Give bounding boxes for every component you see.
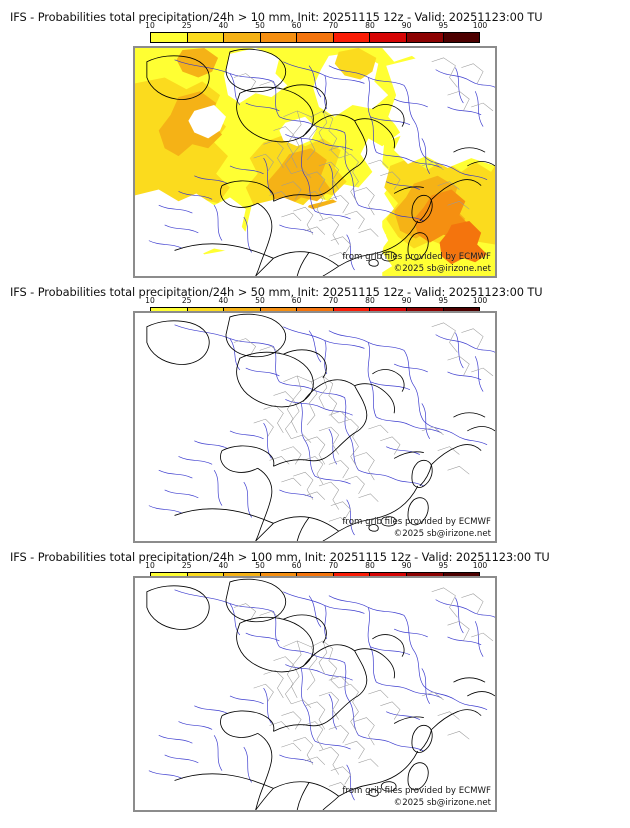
colorbar-tick: 50 [255, 21, 265, 30]
credit-source-100mm: from grib files provided by ECMWF [342, 786, 491, 796]
colorbar-tick: 95 [438, 561, 449, 570]
colorbar-tick: 40 [218, 21, 229, 30]
colorbar-tick: 40 [218, 561, 229, 570]
colorbar-tick: 95 [438, 21, 449, 30]
colorbar-tick: 10 [145, 561, 155, 570]
colorbar-gradient-10mm [150, 32, 480, 43]
colorbar-tick: 80 [365, 296, 375, 305]
map-svg-50mm [135, 313, 495, 541]
colorbar-tick: 10 [145, 21, 155, 30]
panel-title-50mm: IFS - Probabilities total precipitation/… [10, 285, 543, 299]
credit-copyright-100mm: ©2025 sb@irizone.net [393, 798, 491, 808]
coastline-layer [146, 578, 495, 810]
map-canvas-50mm[interactable]: from grib files provided by ECMWF ©2025 … [133, 311, 497, 543]
rivers-layer [148, 589, 495, 801]
colorbar-tick: 40 [218, 296, 229, 305]
colorbar-ticks-10mm: 10 25 40 50 60 70 80 90 95 100 [145, 21, 487, 32]
credit-copyright-50mm: ©2025 sb@irizone.net [393, 529, 491, 539]
colorbar-ticks-50mm: 10 25 40 50 60 70 80 90 95 100 [145, 296, 487, 307]
colorbar-tick: 10 [145, 296, 155, 305]
colorbar-tick: 100 [472, 21, 488, 30]
colorbar-tick: 95 [438, 296, 449, 305]
colorbar-tick: 90 [401, 296, 412, 305]
admin-borders-layer [233, 57, 494, 261]
coastline-layer [146, 48, 495, 276]
probability-shading-layer [135, 48, 495, 276]
colorbar-tick: 60 [291, 561, 302, 570]
credit-source-50mm: from grib files provided by ECMWF [342, 517, 491, 527]
colorbar-tick: 80 [365, 21, 375, 30]
rivers-layer [148, 324, 495, 536]
colorbar-tick: 50 [255, 296, 265, 305]
colorbar-tick: 25 [181, 296, 192, 305]
map-svg-100mm [135, 578, 495, 810]
colorbar-tick: 60 [291, 296, 302, 305]
colorbar-tick: 70 [328, 296, 339, 305]
map-background [135, 578, 495, 810]
colorbar-tick: 70 [328, 561, 339, 570]
map-canvas-100mm[interactable]: from grib files provided by ECMWF ©2025 … [133, 576, 497, 812]
colorbar-tick: 90 [401, 561, 412, 570]
colorbar-tick: 50 [255, 561, 265, 570]
credit-source-10mm: from grib files provided by ECMWF [342, 252, 491, 262]
colorbar-10mm: 10 25 40 50 60 70 80 90 95 100 [145, 21, 487, 43]
colorbar-tick: 60 [291, 21, 302, 30]
admin-borders-layer [233, 587, 494, 791]
colorbar-tick: 70 [328, 21, 339, 30]
rivers-layer [148, 59, 495, 271]
panel-title-100mm: IFS - Probabilities total precipitation/… [10, 550, 550, 564]
coastline-layer [146, 313, 495, 541]
credit-copyright-10mm: ©2025 sb@irizone.net [393, 264, 491, 274]
colorbar-tick: 25 [181, 561, 192, 570]
map-canvas-10mm[interactable]: from grib files provided by ECMWF ©2025 … [133, 46, 497, 278]
colorbar-tick: 90 [401, 21, 412, 30]
colorbar-tick: 100 [472, 296, 488, 305]
admin-borders-layer [233, 322, 494, 526]
colorbar-tick: 25 [181, 21, 192, 30]
colorbar-ticks-100mm: 10 25 40 50 60 70 80 90 95 100 [145, 561, 487, 572]
panel-title-10mm: IFS - Probabilities total precipitation/… [10, 10, 543, 24]
colorbar-tick: 100 [472, 561, 488, 570]
colorbar-tick: 80 [365, 561, 375, 570]
map-svg-10mm [135, 48, 495, 276]
map-background [135, 313, 495, 541]
